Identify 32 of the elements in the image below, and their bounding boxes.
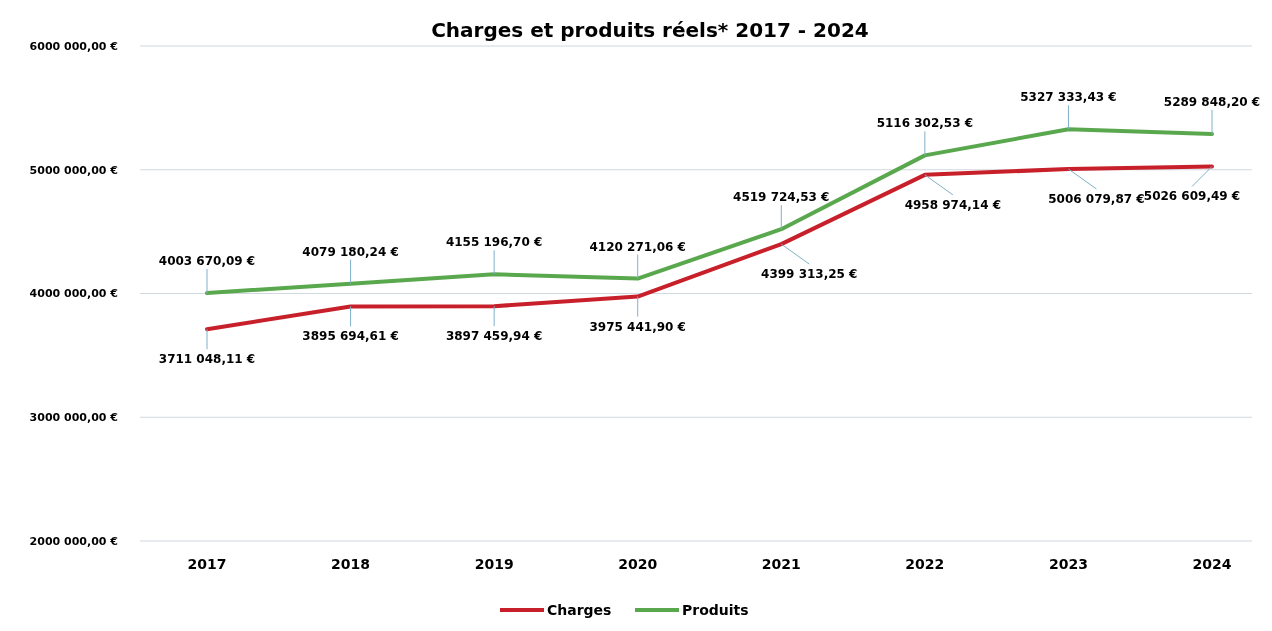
- data-label: 4958 974,14 €: [904, 197, 1002, 212]
- y-tick-label: 5000 000,00 €: [29, 163, 118, 177]
- y-tick-label: 2000 000,00 €: [29, 534, 118, 548]
- legend-label: Produits: [682, 602, 749, 618]
- y-tick-label: 6000 000,00 €: [29, 39, 118, 53]
- x-tick-label: 2018: [331, 556, 371, 572]
- data-label: 4079 180,24 €: [302, 244, 399, 259]
- data-label: 5116 302,53 €: [876, 116, 974, 131]
- chart-title: Charges et produits réels* 2017 - 2024: [431, 18, 869, 42]
- x-tick-label: 2021: [761, 556, 801, 572]
- data-label: 3897 459,94 €: [445, 329, 543, 344]
- data-label: 5006 079,87 €: [1048, 192, 1145, 206]
- y-tick-label: 3000 000,00 €: [29, 411, 118, 425]
- y-tick-label: 4000 000,00 €: [29, 287, 118, 301]
- x-tick-label: 2024: [1192, 556, 1232, 572]
- data-label: 3895 694,61 €: [302, 329, 399, 344]
- x-tick-label: 2017: [187, 556, 227, 572]
- legend-label: Charges: [547, 602, 612, 618]
- x-tick-label: 2020: [618, 556, 658, 572]
- data-label: 4399 313,25 €: [761, 267, 858, 282]
- data-label: 4155 196,70 €: [445, 235, 543, 250]
- data-label: 4003 670,09 €: [158, 254, 256, 269]
- data-label: 4120 271,06 €: [589, 239, 686, 254]
- data-label: 3975 441,90 €: [589, 319, 686, 334]
- x-tick-label: 2019: [474, 556, 514, 572]
- x-tick-label: 2023: [1048, 556, 1088, 572]
- data-label: 5327 333,43 €: [1020, 90, 1117, 105]
- data-label: 3711 048,11 €: [158, 352, 256, 367]
- data-label: 5289 848,20 €: [1163, 94, 1261, 109]
- x-tick-label: 2022: [905, 556, 945, 572]
- data-label: 5026 609,49 €: [1143, 189, 1241, 204]
- data-label: 4519 724,53 €: [733, 190, 830, 205]
